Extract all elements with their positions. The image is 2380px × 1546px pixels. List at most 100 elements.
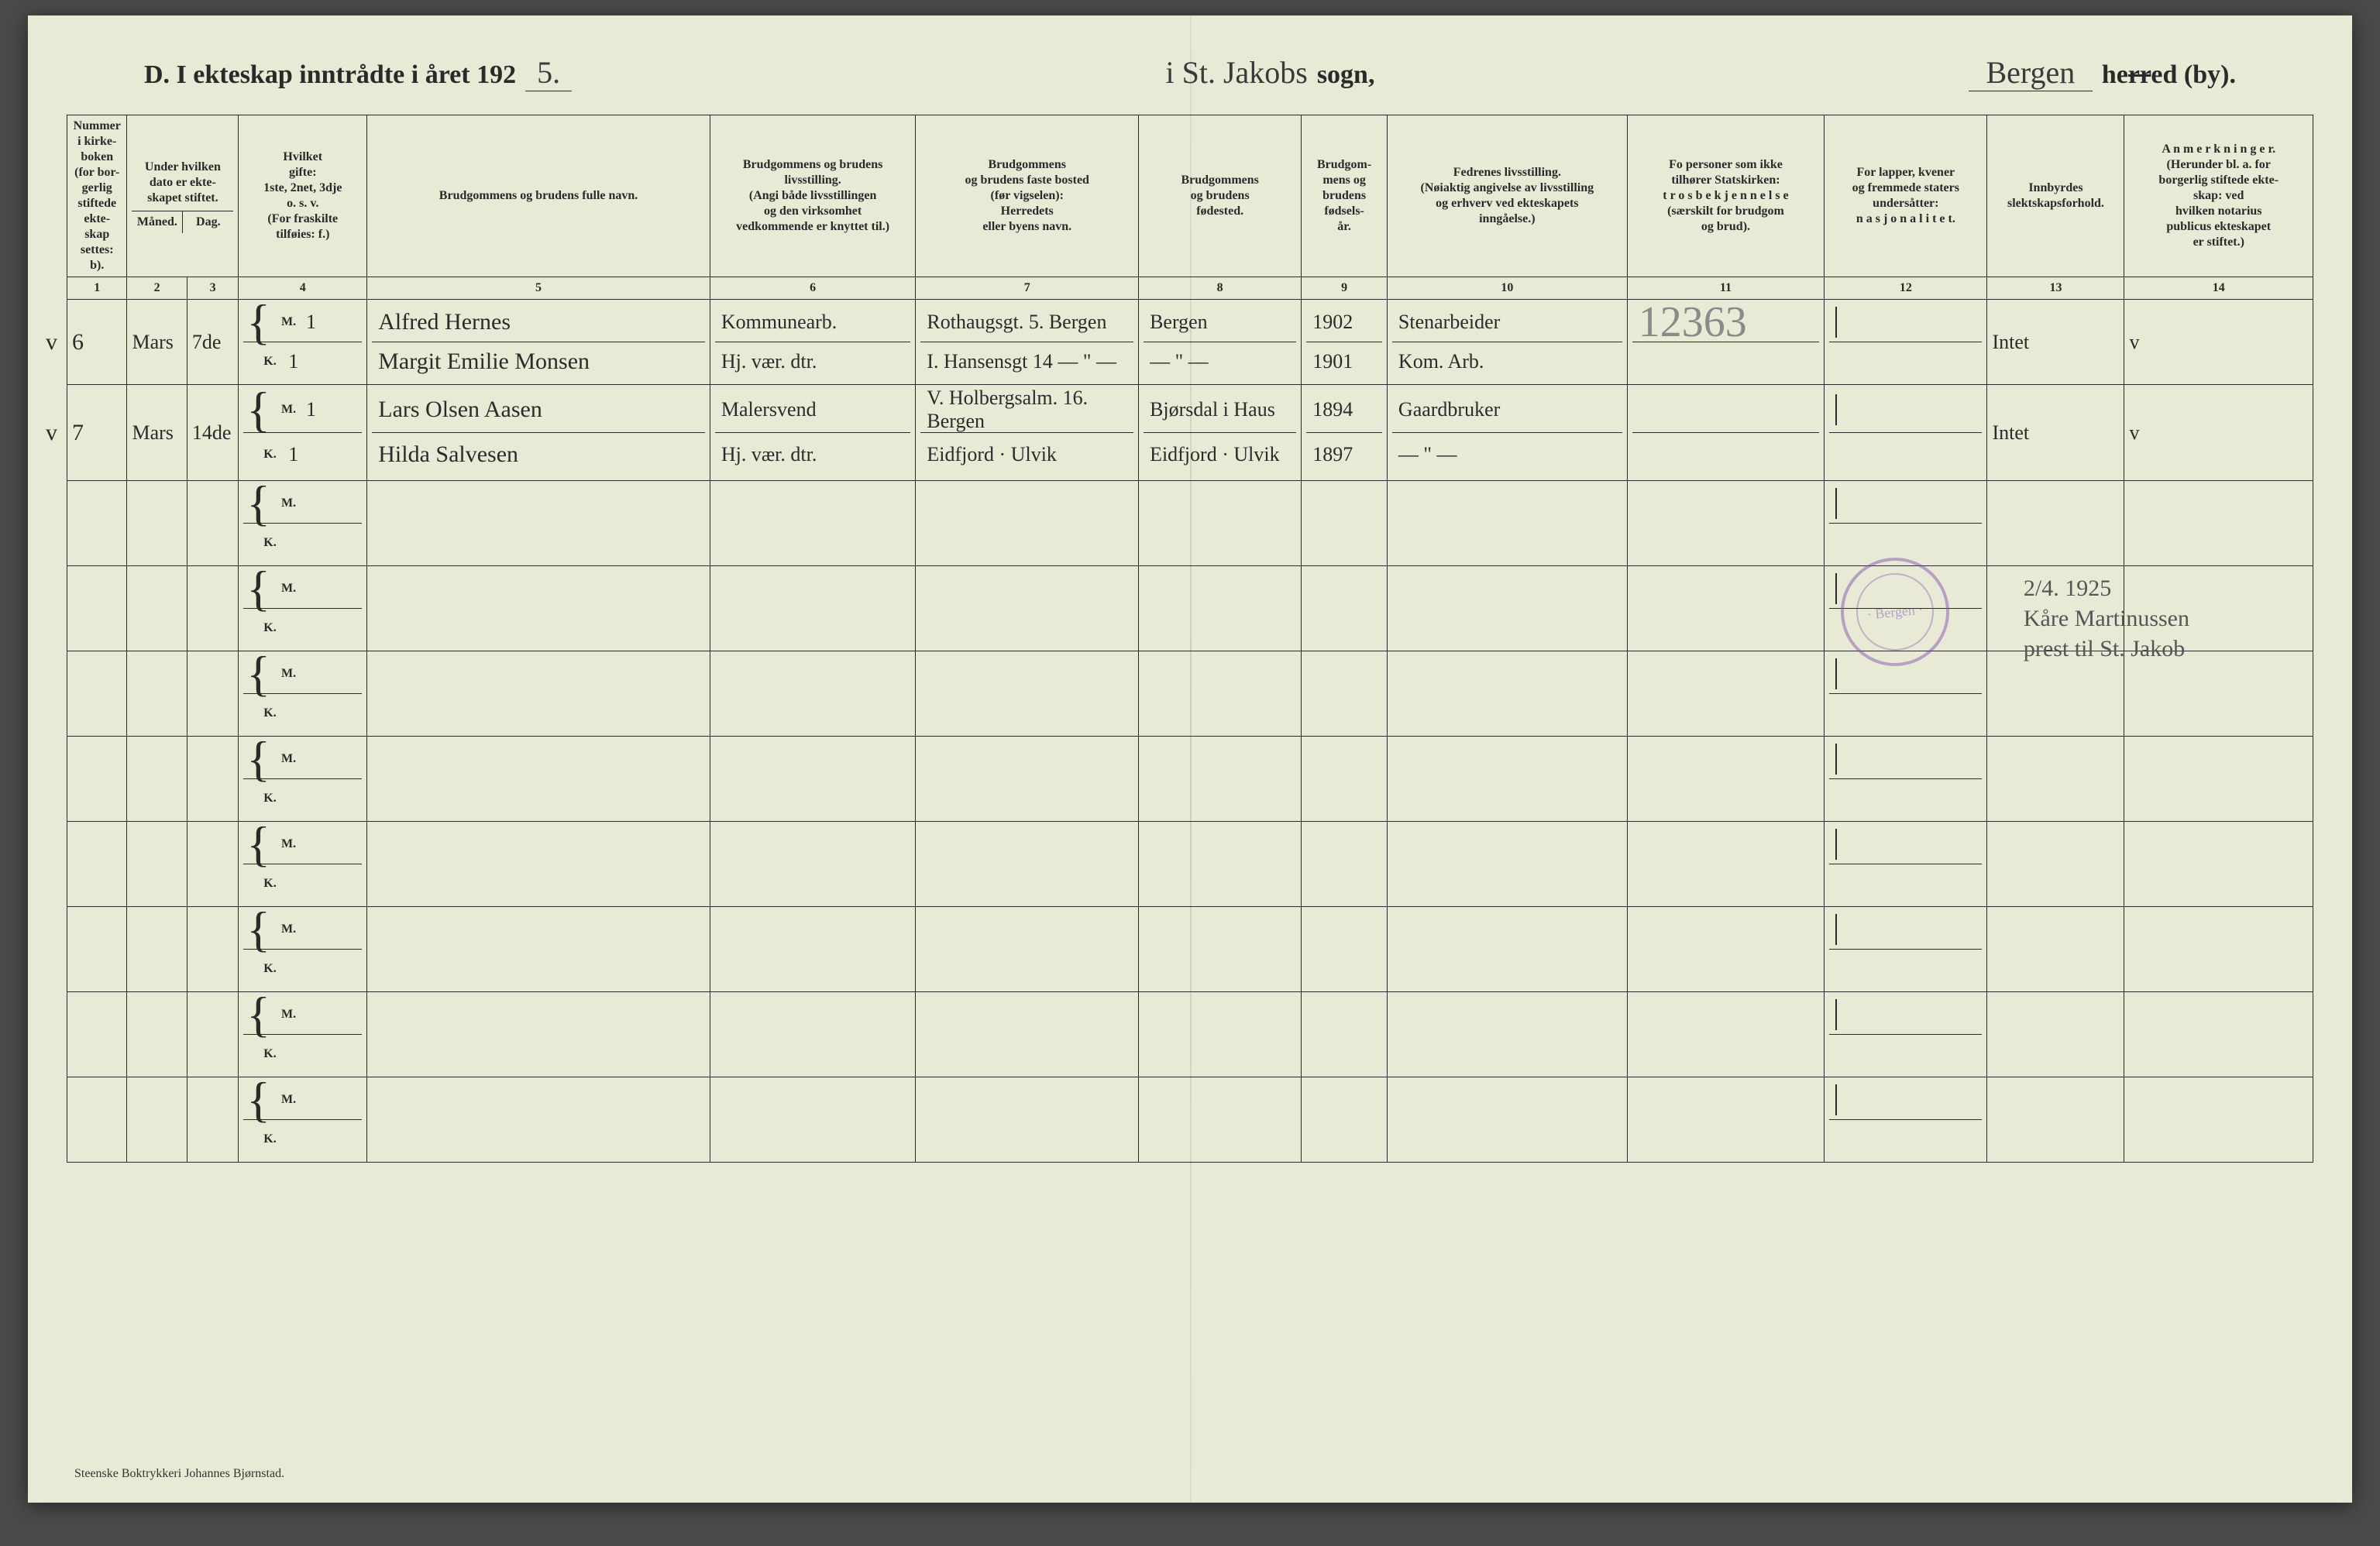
table-cell	[187, 481, 238, 566]
table-cell	[710, 481, 916, 566]
table-cell: {M. K.	[239, 566, 367, 651]
table-cell	[1987, 481, 2124, 566]
table-cell: Kommunearb. Hj. vær. dtr.	[710, 300, 916, 385]
table-cell	[67, 566, 127, 651]
column-header: Brudgommensog brudens faste bosted(før v…	[916, 115, 1139, 277]
table-cell	[1302, 737, 1388, 822]
column-number: 14	[2124, 277, 2313, 300]
table-cell: 1902 1901	[1302, 300, 1388, 385]
table-cell	[1627, 566, 1824, 651]
table-cell: Intet	[1987, 385, 2124, 481]
herred-label: herred (by).	[2102, 60, 2236, 90]
table-cell	[1139, 907, 1302, 992]
table-cell	[1302, 481, 1388, 566]
column-number: 12	[1825, 277, 1987, 300]
column-number: 5	[367, 277, 710, 300]
table-cell: V. Holbergsalm. 16. Bergen Eidfjord · Ul…	[916, 385, 1139, 481]
table-cell	[1139, 737, 1302, 822]
table-cell	[1139, 566, 1302, 651]
table-cell	[1139, 1077, 1302, 1163]
table-cell	[127, 566, 187, 651]
table-cell: {M. K.	[239, 1077, 367, 1163]
table-cell: {M. K.	[239, 737, 367, 822]
table-cell	[916, 566, 1139, 651]
table-cell	[1627, 737, 1824, 822]
table-cell	[187, 822, 238, 907]
printer-footer: Steenske Boktrykkeri Johannes Bjørnstad.	[74, 1467, 284, 1481]
table-cell	[367, 566, 710, 651]
column-header: Brudgommensog brudensfødested.	[1139, 115, 1302, 277]
table-cell: Malersvend Hj. vær. dtr.	[710, 385, 916, 481]
table-cell	[1139, 992, 1302, 1077]
priest-signature: 2/4. 1925 Kåre Martinussen prest til St.…	[2024, 573, 2189, 664]
table-cell	[1627, 651, 1824, 737]
table-cell	[1627, 822, 1824, 907]
table-cell	[916, 651, 1139, 737]
table-cell	[1987, 737, 2124, 822]
table-cell	[1987, 907, 2124, 992]
table-cell: 1894 1897	[1302, 385, 1388, 481]
table-cell	[1825, 992, 1987, 1077]
column-header: Brudgommens og brudens fulle navn.	[367, 115, 710, 277]
column-number: 3	[187, 277, 238, 300]
table-cell	[1302, 566, 1388, 651]
table-cell	[916, 822, 1139, 907]
register-table: Nummer i kirke-boken(for bor-gerligstift…	[67, 115, 2313, 1163]
table-cell	[1387, 737, 1627, 822]
table-cell	[367, 737, 710, 822]
table-cell	[67, 481, 127, 566]
table-cell	[1627, 385, 1824, 481]
table-row-empty: {M. K.	[67, 992, 2313, 1077]
column-number: 11	[1627, 277, 1824, 300]
table-row-empty: {M. K.	[67, 651, 2313, 737]
column-number: 6	[710, 277, 916, 300]
table-cell	[1627, 907, 1824, 992]
table-cell	[1987, 992, 2124, 1077]
table-cell	[1987, 651, 2124, 737]
table-cell	[1825, 822, 1987, 907]
table-cell	[1302, 822, 1388, 907]
table-row-empty: {M. K.	[67, 907, 2313, 992]
table-cell	[367, 907, 710, 992]
table-row-empty: {M. K.	[67, 737, 2313, 822]
table-cell	[1627, 481, 1824, 566]
table-cell	[1302, 651, 1388, 737]
table-cell	[67, 737, 127, 822]
table-cell: Lars Olsen Aasen Hilda Salvesen	[367, 385, 710, 481]
column-header: A n m e r k n i n g e r.(Herunder bl. a.…	[2124, 115, 2313, 277]
table-row-empty: {M. K.	[67, 822, 2313, 907]
table-cell	[710, 737, 916, 822]
table-cell: {M. K.	[239, 651, 367, 737]
table-cell: {M.1 K.1	[239, 385, 367, 481]
column-number: 1	[67, 277, 127, 300]
table-cell	[67, 992, 127, 1077]
column-header: Brudgom-mens ogbrudensfødsels-år.	[1302, 115, 1388, 277]
table-cell	[1139, 481, 1302, 566]
table-cell	[916, 481, 1139, 566]
table-cell	[1825, 737, 1987, 822]
column-number: 8	[1139, 277, 1302, 300]
table-cell	[916, 992, 1139, 1077]
page-title-row: D. I ekteskap inntrådte i året 192 5. i …	[67, 46, 2313, 115]
table-cell	[67, 651, 127, 737]
table-cell	[1302, 1077, 1388, 1163]
table-cell	[916, 737, 1139, 822]
table-cell	[187, 737, 238, 822]
column-number: 10	[1387, 277, 1627, 300]
table-cell	[916, 1077, 1139, 1163]
table-cell	[1139, 822, 1302, 907]
table-cell	[1825, 481, 1987, 566]
table-cell: Mars	[127, 300, 187, 385]
column-number: 13	[1987, 277, 2124, 300]
table-cell	[1139, 651, 1302, 737]
table-cell	[67, 907, 127, 992]
table-colnum-row: 1234567891011121314	[67, 277, 2313, 300]
table-cell: Gaardbruker — " —	[1387, 385, 1627, 481]
table-row-empty: {M. K.	[67, 566, 2313, 651]
table-cell	[1387, 822, 1627, 907]
table-cell	[2124, 992, 2313, 1077]
table-cell: 12363	[1627, 300, 1824, 385]
table-cell: Bjørsdal i Haus Eidfjord · Ulvik	[1139, 385, 1302, 481]
table-cell	[187, 907, 238, 992]
table-cell	[67, 822, 127, 907]
